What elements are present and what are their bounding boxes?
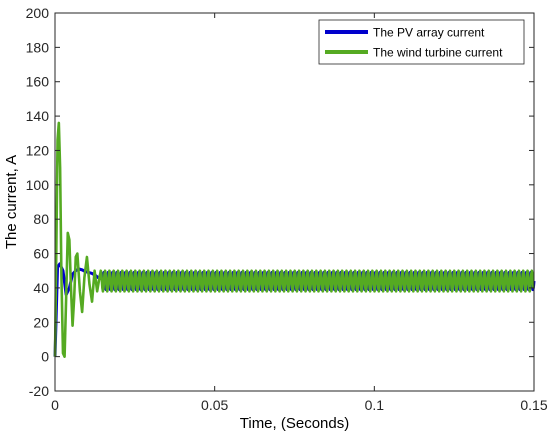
ticks-layer: 0 0.05 0.1 0.15-200204060801001201401601802… bbox=[26, 5, 548, 413]
y-tick-label: 180 bbox=[26, 39, 50, 55]
y-tick-label: 80 bbox=[33, 211, 49, 227]
series-line-wind-turbine-current bbox=[53, 121, 535, 358]
plot-area bbox=[53, 12, 536, 392]
y-tick-label: 200 bbox=[26, 5, 50, 21]
y-tick-label: 120 bbox=[26, 142, 50, 158]
legend-label-pv: The PV array current bbox=[373, 26, 485, 40]
y-tick-label: -20 bbox=[29, 383, 49, 399]
y-tick-label: 60 bbox=[33, 246, 49, 262]
x-tick-label: 0 bbox=[51, 397, 59, 413]
x-tick-label: 0.1 bbox=[365, 397, 385, 413]
legend-box bbox=[318, 19, 525, 65]
plot-frame bbox=[54, 12, 535, 392]
y-tick-label: 40 bbox=[33, 280, 49, 296]
x-tick-label: 0.05 bbox=[201, 397, 228, 413]
x-tick-label: 0.15 bbox=[520, 397, 547, 413]
legend-label-wind: The wind turbine current bbox=[373, 46, 503, 60]
y-tick-label: 100 bbox=[26, 177, 50, 193]
y-tick-label: 20 bbox=[33, 314, 49, 330]
y-tick-label: 140 bbox=[26, 108, 50, 124]
plot-background bbox=[55, 13, 534, 391]
y-axis-label: The current, A bbox=[3, 155, 20, 249]
legend: The PV array current The wind turbine cu… bbox=[318, 19, 525, 65]
y-tick-label: 160 bbox=[26, 74, 50, 90]
y-tick-label: 0 bbox=[41, 349, 49, 365]
x-axis-label: Time, (Seconds) bbox=[240, 415, 349, 432]
series-layer bbox=[53, 121, 536, 358]
